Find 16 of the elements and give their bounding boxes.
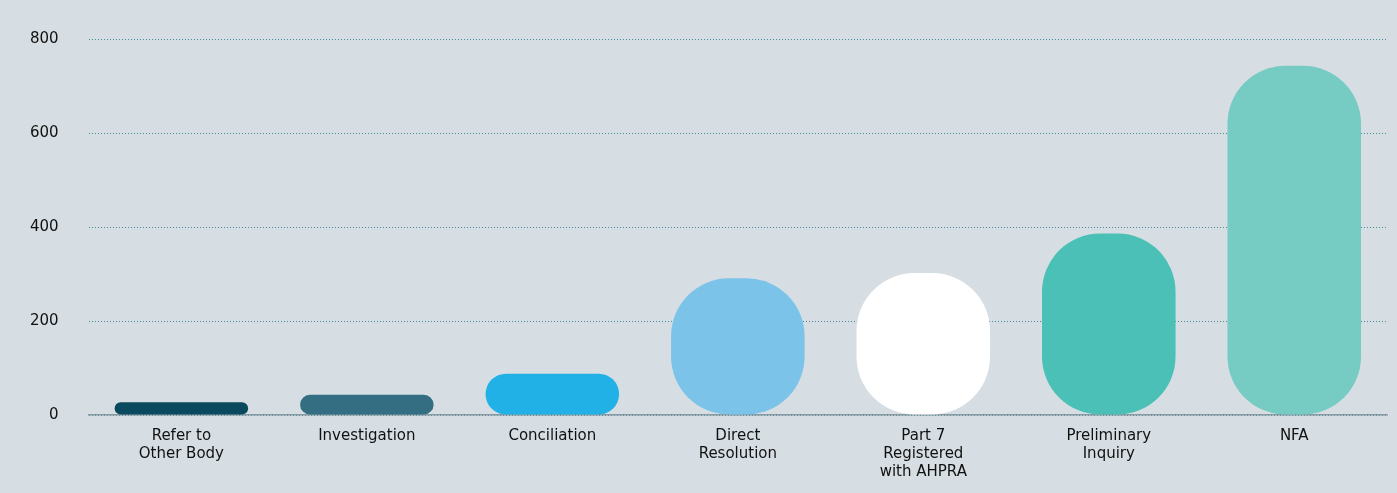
y-tick-label: 800 bbox=[29, 28, 59, 47]
y-tick-label: 200 bbox=[29, 310, 59, 329]
x-tick-label: Investigation bbox=[318, 425, 416, 444]
bar bbox=[300, 394, 434, 415]
x-tick-label: Direct Resolution bbox=[698, 425, 778, 462]
bar bbox=[1227, 65, 1362, 415]
x-tick-label: Conciliation bbox=[508, 425, 597, 444]
x-tick-label: Refer to Other Body bbox=[138, 425, 225, 462]
bar bbox=[114, 402, 249, 415]
bar bbox=[485, 373, 620, 415]
y-tick-label: 400 bbox=[29, 216, 59, 235]
x-tick-label: NFA bbox=[1279, 425, 1310, 444]
y-tick-label: 600 bbox=[29, 122, 59, 141]
x-tick-label: Preliminary Inquiry bbox=[1066, 425, 1152, 462]
x-tick-label: Part 7 Registered with AHPRA bbox=[879, 425, 968, 480]
y-tick-label: 0 bbox=[49, 404, 59, 423]
